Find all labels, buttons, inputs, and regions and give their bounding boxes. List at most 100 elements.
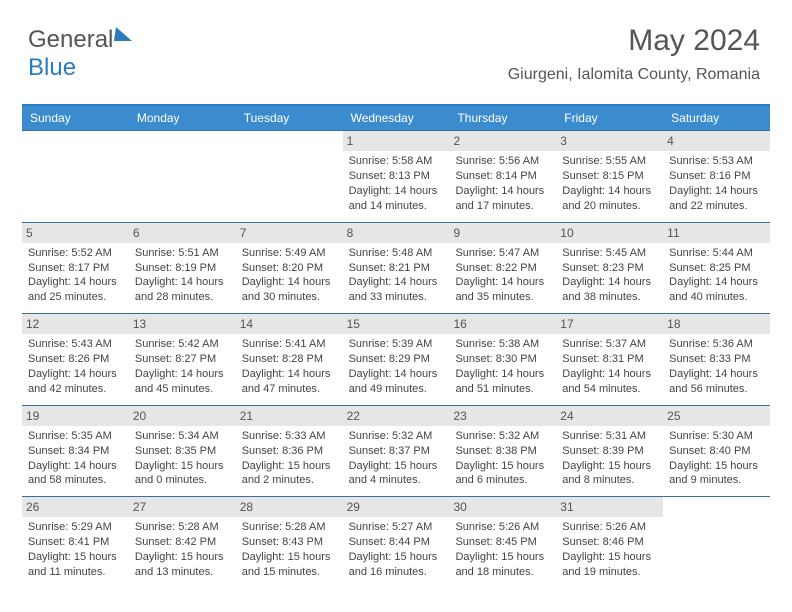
calendar-cell: 6Sunrise: 5:51 AMSunset: 8:19 PMDaylight… bbox=[129, 223, 236, 314]
daylight-text: Daylight: 15 hours and 15 minutes. bbox=[242, 550, 337, 580]
dow-header: Monday bbox=[129, 106, 236, 130]
calendar-cell bbox=[663, 497, 770, 588]
calendar: SundayMondayTuesdayWednesdayThursdayFrid… bbox=[22, 104, 770, 588]
sunrise-text: Sunrise: 5:28 AM bbox=[242, 520, 337, 535]
day-number: 27 bbox=[129, 497, 236, 517]
calendar-cell: 16Sunrise: 5:38 AMSunset: 8:30 PMDayligh… bbox=[449, 314, 556, 405]
daylight-text: Daylight: 15 hours and 9 minutes. bbox=[669, 459, 764, 489]
day-number: 17 bbox=[556, 314, 663, 334]
sunrise-text: Sunrise: 5:52 AM bbox=[28, 246, 123, 261]
daylight-text: Daylight: 14 hours and 38 minutes. bbox=[562, 275, 657, 305]
daylight-text: Daylight: 14 hours and 45 minutes. bbox=[135, 367, 230, 397]
sunset-text: Sunset: 8:22 PM bbox=[455, 261, 550, 276]
daylight-text: Daylight: 14 hours and 49 minutes. bbox=[349, 367, 444, 397]
day-number: 31 bbox=[556, 497, 663, 517]
day-number: 28 bbox=[236, 497, 343, 517]
daylight-text: Daylight: 14 hours and 33 minutes. bbox=[349, 275, 444, 305]
sunset-text: Sunset: 8:21 PM bbox=[349, 261, 444, 276]
calendar-cell: 19 Sunrise: 5:35 AMSunset: 8:34 PMDayligh… bbox=[22, 406, 129, 497]
calendar-cell: 28Sunrise: 5:28 AMSunset: 8:43 PMDayligh… bbox=[236, 497, 343, 588]
calendar-cell: 3Sunrise: 5:55 AMSunset: 8:15 PMDaylight… bbox=[556, 131, 663, 222]
sunrise-text: Sunrise: 5:48 AM bbox=[349, 246, 444, 261]
sunset-text: Sunset: 8:34 PM bbox=[28, 444, 123, 459]
day-number: 23 bbox=[449, 406, 556, 426]
daylight-text: Daylight: 14 hours and 22 minutes. bbox=[669, 184, 764, 214]
dow-header: Saturday bbox=[663, 106, 770, 130]
day-number: 13 bbox=[129, 314, 236, 334]
calendar-cell: 30Sunrise: 5:26 AMSunset: 8:45 PMDayligh… bbox=[449, 497, 556, 588]
daylight-text: Daylight: 15 hours and 11 minutes. bbox=[28, 550, 123, 580]
daylight-text: Daylight: 14 hours and 20 minutes. bbox=[562, 184, 657, 214]
sunrise-text: Sunrise: 5:44 AM bbox=[669, 246, 764, 261]
day-number: 7 bbox=[236, 223, 343, 243]
sunrise-text: Sunrise: 5:35 AM bbox=[28, 429, 123, 444]
logo-triangle-icon bbox=[114, 27, 134, 41]
sunset-text: Sunset: 8:35 PM bbox=[135, 444, 230, 459]
sunrise-text: Sunrise: 5:34 AM bbox=[135, 429, 230, 444]
calendar-cell: 1Sunrise: 5:58 AMSunset: 8:13 PMDaylight… bbox=[343, 131, 450, 222]
sunset-text: Sunset: 8:17 PM bbox=[28, 261, 123, 276]
calendar-cell: 14Sunrise: 5:41 AMSunset: 8:28 PMDayligh… bbox=[236, 314, 343, 405]
dow-header: Wednesday bbox=[343, 106, 450, 130]
sunrise-text: Sunrise: 5:28 AM bbox=[135, 520, 230, 535]
day-number: 5 bbox=[22, 223, 129, 243]
calendar-cell: 2Sunrise: 5:56 AMSunset: 8:14 PMDaylight… bbox=[449, 131, 556, 222]
calendar-cell: 9Sunrise: 5:47 AMSunset: 8:22 PMDaylight… bbox=[449, 223, 556, 314]
day-number: 18 bbox=[663, 314, 770, 334]
week-row: 1Sunrise: 5:58 AMSunset: 8:13 PMDaylight… bbox=[22, 130, 770, 222]
calendar-cell bbox=[22, 131, 129, 222]
sunset-text: Sunset: 8:40 PM bbox=[669, 444, 764, 459]
sunrise-text: Sunrise: 5:36 AM bbox=[669, 337, 764, 352]
day-number: 14 bbox=[236, 314, 343, 334]
dow-header: Tuesday bbox=[236, 106, 343, 130]
page-title: May 2024 bbox=[628, 24, 760, 58]
sunset-text: Sunset: 8:27 PM bbox=[135, 352, 230, 367]
calendar-cell bbox=[236, 131, 343, 222]
day-number: 1 bbox=[343, 131, 450, 151]
sunset-text: Sunset: 8:42 PM bbox=[135, 535, 230, 550]
daylight-text: Daylight: 14 hours and 30 minutes. bbox=[242, 275, 337, 305]
daylight-text: Daylight: 14 hours and 58 minutes. bbox=[28, 459, 123, 489]
daylight-text: Daylight: 15 hours and 18 minutes. bbox=[455, 550, 550, 580]
sunrise-text: Sunrise: 5:32 AM bbox=[455, 429, 550, 444]
calendar-cell: 25Sunrise: 5:30 AMSunset: 8:40 PMDayligh… bbox=[663, 406, 770, 497]
calendar-cell: 27 Sunrise: 5:28 AMSunset: 8:42 PMDayligh… bbox=[129, 497, 236, 588]
day-number: 22 bbox=[343, 406, 450, 426]
calendar-cell: 5Sunrise: 5:52 AMSunset: 8:17 PMDaylight… bbox=[22, 223, 129, 314]
daylight-text: Daylight: 15 hours and 19 minutes. bbox=[562, 550, 657, 580]
sunrise-text: Sunrise: 5:39 AM bbox=[349, 337, 444, 352]
sunrise-text: Sunrise: 5:26 AM bbox=[562, 520, 657, 535]
sunset-text: Sunset: 8:38 PM bbox=[455, 444, 550, 459]
calendar-cell: 18Sunrise: 5:36 AMSunset: 8:33 PMDayligh… bbox=[663, 314, 770, 405]
week-row: 12Sunrise: 5:43 AMSunset: 8:26 PMDayligh… bbox=[22, 313, 770, 405]
day-number: 3 bbox=[556, 131, 663, 151]
sunset-text: Sunset: 8:41 PM bbox=[28, 535, 123, 550]
sunrise-text: Sunrise: 5:45 AM bbox=[562, 246, 657, 261]
sunset-text: Sunset: 8:16 PM bbox=[669, 169, 764, 184]
sunrise-text: Sunrise: 5:42 AM bbox=[135, 337, 230, 352]
calendar-cell: 22Sunrise: 5:32 AMSunset: 8:37 PMDayligh… bbox=[343, 406, 450, 497]
daylight-text: Daylight: 14 hours and 14 minutes. bbox=[349, 184, 444, 214]
sunrise-text: Sunrise: 5:31 AM bbox=[562, 429, 657, 444]
day-number: 26 bbox=[22, 497, 129, 517]
sunset-text: Sunset: 8:44 PM bbox=[349, 535, 444, 550]
day-number: 19 bbox=[22, 406, 129, 426]
sunrise-text: Sunrise: 5:41 AM bbox=[242, 337, 337, 352]
calendar-cell: 21Sunrise: 5:33 AMSunset: 8:36 PMDayligh… bbox=[236, 406, 343, 497]
sunrise-text: Sunrise: 5:47 AM bbox=[455, 246, 550, 261]
sunrise-text: Sunrise: 5:51 AM bbox=[135, 246, 230, 261]
day-number: 11 bbox=[663, 223, 770, 243]
daylight-text: Daylight: 14 hours and 40 minutes. bbox=[669, 275, 764, 305]
dow-header: Sunday bbox=[22, 106, 129, 130]
sunrise-text: Sunrise: 5:38 AM bbox=[455, 337, 550, 352]
sunset-text: Sunset: 8:30 PM bbox=[455, 352, 550, 367]
daylight-text: Daylight: 15 hours and 13 minutes. bbox=[135, 550, 230, 580]
calendar-cell: 12Sunrise: 5:43 AMSunset: 8:26 PMDayligh… bbox=[22, 314, 129, 405]
sunrise-text: Sunrise: 5:58 AM bbox=[349, 154, 444, 169]
daylight-text: Daylight: 14 hours and 28 minutes. bbox=[135, 275, 230, 305]
logo-text1: General bbox=[28, 26, 113, 53]
sunrise-text: Sunrise: 5:26 AM bbox=[455, 520, 550, 535]
daylight-text: Daylight: 14 hours and 51 minutes. bbox=[455, 367, 550, 397]
daylight-text: Daylight: 14 hours and 54 minutes. bbox=[562, 367, 657, 397]
day-number: 2 bbox=[449, 131, 556, 151]
